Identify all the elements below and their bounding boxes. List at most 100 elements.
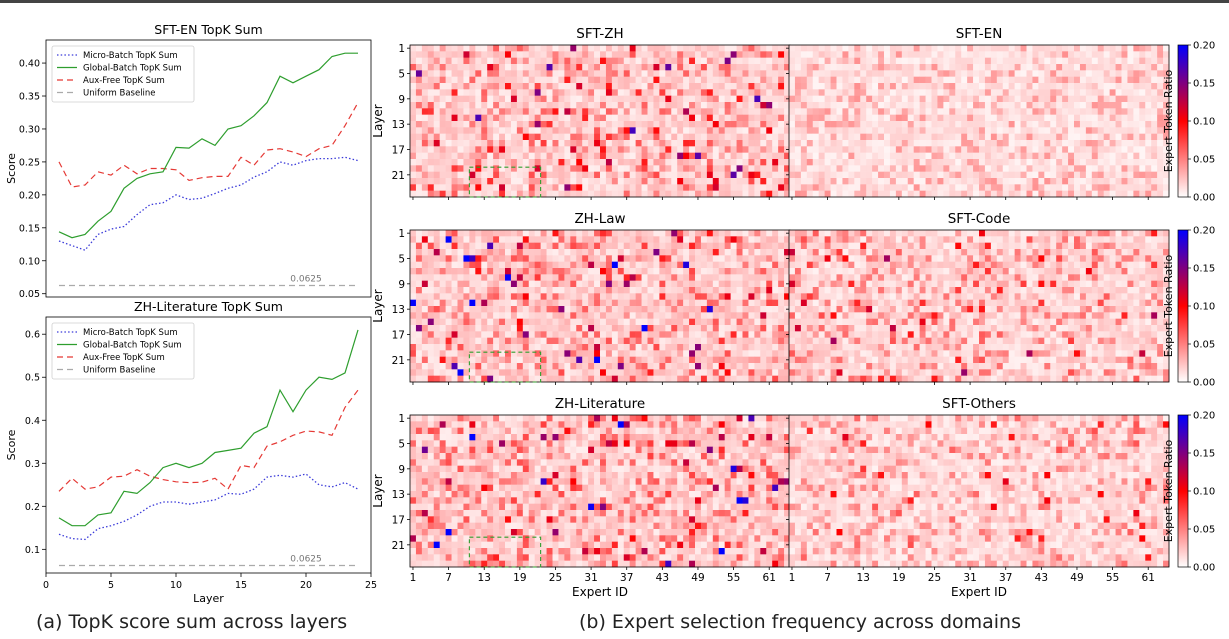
heatmap-cell <box>718 325 725 332</box>
heatmap-cell <box>1068 45 1075 52</box>
heatmap-cell <box>812 146 819 153</box>
heatmap-cell <box>588 102 595 109</box>
heatmap-cell <box>528 280 535 288</box>
heatmap-cell <box>884 70 891 77</box>
heatmap-cell <box>931 159 938 166</box>
heatmap-cell <box>510 51 518 58</box>
heatmap-cell <box>611 230 619 237</box>
heatmap-cell <box>1050 190 1057 198</box>
heatmap-cell <box>617 331 625 338</box>
heatmap-cell <box>641 375 648 383</box>
heatmap-cell <box>516 51 524 58</box>
heatmap-cell <box>653 95 660 103</box>
heatmap-cell <box>457 274 464 281</box>
heatmap-cell <box>913 114 920 122</box>
heatmap-cell <box>854 184 861 191</box>
heatmap-cell <box>1163 133 1170 141</box>
heatmap-cell <box>505 102 512 109</box>
heatmap-cell <box>421 133 429 141</box>
heatmap-cell <box>884 76 891 84</box>
heatmap-cell <box>913 64 920 71</box>
heatmap-cell <box>552 242 559 250</box>
heatmap-cell <box>499 344 506 351</box>
heatmap-cell <box>510 95 518 103</box>
heatmap-cell <box>748 146 755 153</box>
heatmap-cell <box>469 159 476 166</box>
heatmap-cell <box>889 146 897 153</box>
heatmap-cell <box>481 325 488 332</box>
heatmap-cell <box>433 261 440 269</box>
heatmap-cell <box>979 152 986 160</box>
heatmap-cell <box>919 230 926 237</box>
heatmap-cell <box>439 89 446 96</box>
heatmap-cell <box>611 159 619 166</box>
heatmap-cell <box>919 121 926 128</box>
heatmap-cell <box>605 280 613 288</box>
heatmap-cell <box>671 312 678 319</box>
heatmap-cell <box>689 261 696 269</box>
heatmap-cell <box>1062 159 1069 166</box>
heatmap-cell <box>842 64 849 71</box>
heatmap-cell <box>812 70 819 77</box>
heatmap-cell <box>410 165 417 172</box>
heatmap-cell <box>949 57 956 65</box>
heatmap-cell <box>772 45 779 52</box>
heatmap-cell <box>481 356 488 364</box>
heatmap-cell <box>724 51 731 58</box>
heatmap-cell <box>487 236 494 243</box>
heatmap-cell <box>671 249 678 256</box>
heatmap-cell <box>794 178 802 185</box>
heatmap-cell <box>1050 178 1057 185</box>
heatmap-cell <box>611 57 619 65</box>
heatmap-cell <box>848 242 855 250</box>
heatmap-cell <box>410 249 417 256</box>
heatmap-cell <box>451 152 458 160</box>
heatmap-cell <box>866 242 873 250</box>
heatmap-cell <box>925 146 932 153</box>
heatmap-cell <box>433 57 440 65</box>
heatmap-cell <box>730 165 737 172</box>
heatmap-cell <box>1157 184 1164 191</box>
heatmap-cell <box>445 95 452 103</box>
heatmap-cell <box>421 83 429 90</box>
heatmap-cell <box>772 350 779 357</box>
heatmap-cell <box>984 146 992 153</box>
heatmap-cell <box>1121 184 1128 191</box>
heatmap-cell <box>683 184 690 191</box>
heatmap-cell <box>552 331 559 338</box>
heatmap-cell <box>836 57 843 65</box>
heatmap-cell <box>748 83 755 90</box>
heatmap-cell <box>481 140 488 147</box>
heatmap-cell <box>836 108 843 115</box>
heatmap-cell <box>629 363 636 370</box>
heatmap-cell <box>683 350 690 357</box>
heatmap-cell <box>534 121 541 128</box>
heatmap-cell <box>866 249 873 256</box>
heatmap-cell <box>1044 230 1051 237</box>
heatmap-cell <box>830 95 837 103</box>
heatmap-cell <box>641 83 648 90</box>
heatmap-cell <box>878 242 885 250</box>
heatmap-cell <box>1020 83 1027 90</box>
heatmap-cell <box>570 184 577 191</box>
heatmap-cell <box>772 375 779 383</box>
heatmap-cell <box>742 45 749 52</box>
heatmap-cell <box>600 299 607 307</box>
heatmap-cell <box>588 331 595 338</box>
heatmap-cell <box>748 261 755 269</box>
heatmap-cell <box>866 178 873 185</box>
heatmap-cell <box>1008 64 1015 71</box>
heatmap-cell <box>1115 133 1122 141</box>
heatmap-cell <box>505 344 512 351</box>
heatmap-cell <box>789 89 796 96</box>
heatmap-cell <box>611 242 619 250</box>
heatmap-cell <box>641 344 648 351</box>
heatmap-cell <box>842 178 849 185</box>
heatmap-cell <box>611 249 619 256</box>
heatmap-cell <box>1097 190 1104 198</box>
heatmap-cell <box>925 165 932 172</box>
heatmap-cell <box>884 64 891 71</box>
heatmap-cell <box>1115 83 1122 90</box>
heatmap-cell <box>439 171 446 179</box>
heatmap-cell <box>818 70 825 77</box>
